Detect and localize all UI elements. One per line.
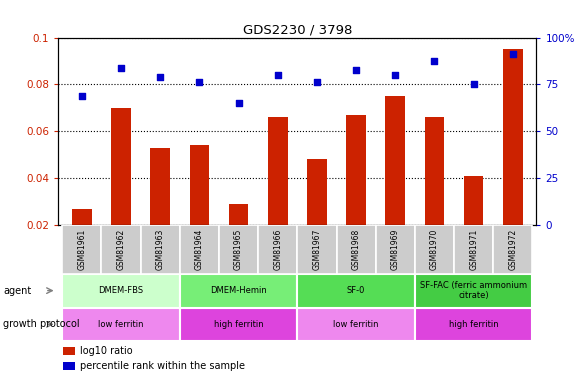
Bar [454, 225, 493, 274]
Bar [229, 204, 248, 225]
Bar [415, 274, 532, 308]
Bar [63, 362, 75, 370]
Title: GDS2230 / 3798: GDS2230 / 3798 [243, 23, 352, 36]
Point [508, 51, 518, 57]
Text: GSM81964: GSM81964 [195, 229, 204, 270]
Bar [189, 146, 209, 225]
Text: GSM81961: GSM81961 [78, 229, 86, 270]
Bar [493, 225, 532, 274]
Bar [62, 225, 101, 274]
Text: agent: agent [3, 286, 31, 296]
Bar [503, 49, 522, 225]
Text: high ferritin: high ferritin [449, 320, 498, 329]
Bar [180, 274, 297, 308]
Bar [415, 308, 532, 341]
Bar [375, 225, 415, 274]
Text: low ferritin: low ferritin [99, 320, 144, 329]
Text: SF-0: SF-0 [347, 286, 366, 295]
Bar [101, 225, 141, 274]
Point [352, 68, 361, 74]
Bar [297, 225, 336, 274]
Text: SF-FAC (ferric ammonium
citrate): SF-FAC (ferric ammonium citrate) [420, 281, 527, 300]
Text: GSM81972: GSM81972 [508, 229, 517, 270]
Bar [150, 148, 170, 225]
Point [273, 72, 282, 78]
Bar [297, 274, 415, 308]
Bar [62, 274, 180, 308]
Bar [346, 115, 366, 225]
Text: GSM81966: GSM81966 [273, 229, 282, 270]
Bar [385, 96, 405, 225]
Bar [72, 209, 92, 225]
Point [77, 93, 86, 99]
Bar [180, 308, 297, 341]
Text: GSM81971: GSM81971 [469, 229, 478, 270]
Text: log10 ratio: log10 ratio [80, 346, 132, 356]
Point [391, 72, 400, 78]
Bar [62, 308, 180, 341]
Text: DMEM-Hemin: DMEM-Hemin [210, 286, 267, 295]
Point [234, 100, 243, 106]
Bar [63, 346, 75, 355]
Text: high ferritin: high ferritin [214, 320, 264, 329]
Text: GSM81965: GSM81965 [234, 229, 243, 270]
Text: growth protocol: growth protocol [3, 320, 79, 329]
Point [469, 81, 478, 87]
Text: DMEM-FBS: DMEM-FBS [99, 286, 143, 295]
Bar [268, 117, 287, 225]
Text: GSM81963: GSM81963 [156, 229, 164, 270]
Text: GSM81968: GSM81968 [352, 229, 361, 270]
Text: GSM81969: GSM81969 [391, 229, 400, 270]
Bar [141, 225, 180, 274]
Text: GSM81970: GSM81970 [430, 229, 439, 270]
Point [312, 79, 322, 85]
Text: percentile rank within the sample: percentile rank within the sample [80, 361, 245, 371]
Text: low ferritin: low ferritin [333, 320, 379, 329]
Bar [180, 225, 219, 274]
Point [117, 65, 126, 71]
Bar [336, 225, 375, 274]
Point [195, 79, 204, 85]
Bar [307, 159, 326, 225]
Text: GSM81962: GSM81962 [117, 229, 125, 270]
Bar [258, 225, 297, 274]
Bar [111, 108, 131, 225]
Text: GSM81967: GSM81967 [312, 229, 321, 270]
Bar [219, 225, 258, 274]
Bar [297, 308, 415, 341]
Bar [424, 117, 444, 225]
Point [430, 58, 439, 64]
Point [156, 74, 165, 80]
Bar [464, 176, 483, 225]
Bar [415, 225, 454, 274]
